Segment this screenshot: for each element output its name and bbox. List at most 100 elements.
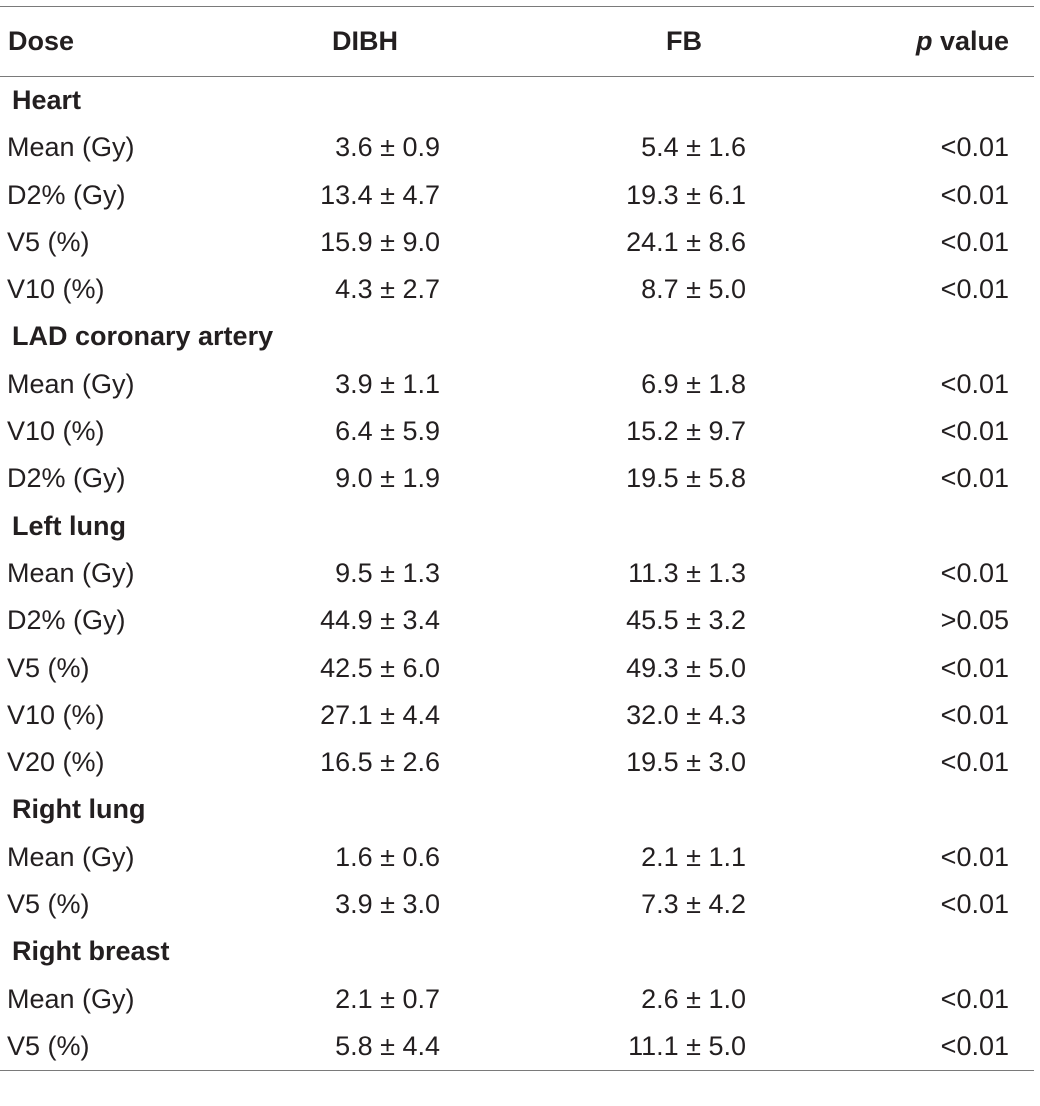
p-value: <0.01 bbox=[940, 132, 1009, 163]
dibh-value: 6.4 ± 5.9 bbox=[335, 416, 440, 447]
p-value: <0.01 bbox=[940, 416, 1009, 447]
row-label: Mean (Gy) bbox=[7, 368, 135, 399]
dibh-value: 5.8 ± 4.4 bbox=[335, 1030, 440, 1061]
group-row: Left lung bbox=[0, 503, 1036, 550]
dibh-value: 3.9 ± 1.1 bbox=[335, 368, 440, 399]
fb-value: 15.2 ± 9.7 bbox=[626, 416, 746, 447]
dibh-value: 3.9 ± 3.0 bbox=[335, 889, 440, 920]
row-label: V10 (%) bbox=[7, 274, 105, 305]
table-row: Mean (Gy) 2.1 ± 0.7 2.6 ± 1.0 <0.01 bbox=[0, 976, 1036, 1023]
table-row: V20 (%) 16.5 ± 2.6 19.5 ± 3.0 <0.01 bbox=[0, 739, 1036, 786]
group-label: Right breast bbox=[12, 936, 170, 967]
p-value: <0.01 bbox=[940, 652, 1009, 683]
dibh-value: 13.4 ± 4.7 bbox=[320, 179, 440, 210]
p-value: <0.01 bbox=[940, 983, 1009, 1014]
p-value: <0.01 bbox=[940, 226, 1009, 257]
group-row: Right breast bbox=[0, 928, 1036, 975]
row-label: V10 (%) bbox=[7, 416, 105, 447]
header-p-italic: p bbox=[915, 26, 933, 56]
table-row: V10 (%) 6.4 ± 5.9 15.2 ± 9.7 <0.01 bbox=[0, 408, 1036, 455]
header-p-rest: value bbox=[932, 26, 1009, 56]
table-row: D2% (Gy) 13.4 ± 4.7 19.3 ± 6.1 <0.01 bbox=[0, 172, 1036, 219]
dibh-value: 1.6 ± 0.6 bbox=[335, 841, 440, 872]
dibh-value: 44.9 ± 3.4 bbox=[320, 605, 440, 636]
p-value: <0.01 bbox=[940, 557, 1009, 588]
row-label: V5 (%) bbox=[7, 1030, 90, 1061]
header-p-value: p value bbox=[916, 7, 1009, 76]
header-dibh: DIBH bbox=[332, 26, 398, 56]
header-dose: Dose bbox=[8, 26, 75, 56]
dibh-value: 9.5 ± 1.3 bbox=[335, 557, 440, 588]
group-label: Left lung bbox=[12, 510, 126, 541]
table-row: D2% (Gy) 9.0 ± 1.9 19.5 ± 5.8 <0.01 bbox=[0, 455, 1036, 502]
p-value: <0.01 bbox=[940, 699, 1009, 730]
row-label: V5 (%) bbox=[7, 226, 90, 257]
p-value: <0.01 bbox=[940, 889, 1009, 920]
fb-value: 7.3 ± 4.2 bbox=[641, 889, 746, 920]
p-value: <0.01 bbox=[940, 1030, 1009, 1061]
fb-value: 2.1 ± 1.1 bbox=[641, 841, 746, 872]
p-value: <0.01 bbox=[940, 368, 1009, 399]
group-row: LAD coronary artery bbox=[0, 313, 1036, 360]
fb-value: 19.3 ± 6.1 bbox=[626, 179, 746, 210]
dibh-value: 15.9 ± 9.0 bbox=[320, 226, 440, 257]
p-value: <0.01 bbox=[940, 274, 1009, 305]
p-value: <0.01 bbox=[940, 179, 1009, 210]
fb-value: 8.7 ± 5.0 bbox=[641, 274, 746, 305]
table-row: D2% (Gy) 44.9 ± 3.4 45.5 ± 3.2 >0.05 bbox=[0, 597, 1036, 644]
group-label: LAD coronary artery bbox=[12, 321, 274, 352]
group-label: Right lung bbox=[12, 794, 146, 825]
table-body: Heart Mean (Gy) 3.6 ± 0.9 5.4 ± 1.6 <0.01 D2%… bbox=[0, 77, 1036, 1070]
row-label: Mean (Gy) bbox=[7, 132, 135, 163]
table-row: V10 (%) 4.3 ± 2.7 8.7 ± 5.0 <0.01 bbox=[0, 266, 1036, 313]
p-value: <0.01 bbox=[940, 747, 1009, 778]
p-value: <0.01 bbox=[940, 841, 1009, 872]
row-label: D2% (Gy) bbox=[7, 179, 126, 210]
bottom-rule bbox=[0, 1070, 1034, 1072]
fb-value: 11.1 ± 5.0 bbox=[628, 1030, 746, 1061]
dibh-value: 9.0 ± 1.9 bbox=[335, 463, 440, 494]
fb-value: 24.1 ± 8.6 bbox=[626, 226, 746, 257]
fb-value: 45.5 ± 3.2 bbox=[626, 605, 746, 636]
fb-value: 5.4 ± 1.6 bbox=[641, 132, 746, 163]
group-label: Heart bbox=[12, 85, 82, 115]
fb-value: 32.0 ± 4.3 bbox=[626, 699, 746, 730]
fb-value: 2.6 ± 1.0 bbox=[641, 983, 746, 1014]
table-row: Mean (Gy) 3.6 ± 0.9 5.4 ± 1.6 <0.01 bbox=[0, 124, 1036, 171]
fb-value: 11.3 ± 1.3 bbox=[628, 557, 746, 588]
group-row: Right lung bbox=[0, 786, 1036, 833]
table-row: V10 (%) 27.1 ± 4.4 32.0 ± 4.3 <0.01 bbox=[0, 692, 1036, 739]
table-row: V5 (%) 42.5 ± 6.0 49.3 ± 5.0 <0.01 bbox=[0, 645, 1036, 692]
fb-value: 19.5 ± 3.0 bbox=[626, 747, 746, 778]
row-label: Mean (Gy) bbox=[7, 983, 135, 1014]
dibh-value: 4.3 ± 2.7 bbox=[335, 274, 440, 305]
table-row: V5 (%) 15.9 ± 9.0 24.1 ± 8.6 <0.01 bbox=[0, 219, 1036, 266]
table-row: Mean (Gy) 3.9 ± 1.1 6.9 ± 1.8 <0.01 bbox=[0, 361, 1036, 408]
p-value: >0.05 bbox=[940, 605, 1009, 636]
top-rule bbox=[0, 6, 1034, 7]
dose-comparison-table: Dose DIBH FB p value Heart Mean (Gy) 3.6 ±… bbox=[0, 6, 1036, 1072]
row-label: Mean (Gy) bbox=[7, 557, 135, 588]
table-row: Mean (Gy) 9.5 ± 1.3 11.3 ± 1.3 <0.01 bbox=[0, 550, 1036, 597]
table-header: Dose DIBH FB p value bbox=[0, 7, 1036, 76]
row-label: V5 (%) bbox=[7, 889, 90, 920]
dibh-value: 27.1 ± 4.4 bbox=[320, 699, 440, 730]
row-label: V20 (%) bbox=[7, 747, 105, 778]
row-label: D2% (Gy) bbox=[7, 463, 126, 494]
row-label: V10 (%) bbox=[7, 699, 105, 730]
dibh-value: 3.6 ± 0.9 bbox=[335, 132, 440, 163]
dibh-value: 42.5 ± 6.0 bbox=[320, 652, 440, 683]
p-value: <0.01 bbox=[940, 463, 1009, 494]
dibh-value: 16.5 ± 2.6 bbox=[320, 747, 440, 778]
row-label: V5 (%) bbox=[7, 652, 90, 683]
fb-value: 19.5 ± 5.8 bbox=[626, 463, 746, 494]
row-label: D2% (Gy) bbox=[7, 605, 126, 636]
table-row: Mean (Gy) 1.6 ± 0.6 2.1 ± 1.1 <0.01 bbox=[0, 834, 1036, 881]
dibh-value: 2.1 ± 0.7 bbox=[335, 983, 440, 1014]
row-label: Mean (Gy) bbox=[7, 841, 135, 872]
header-fb: FB bbox=[666, 26, 702, 56]
fb-value: 49.3 ± 5.0 bbox=[626, 652, 746, 683]
header-rule bbox=[0, 76, 1034, 77]
table-row: V5 (%) 5.8 ± 4.4 11.1 ± 5.0 <0.01 bbox=[0, 1023, 1036, 1070]
table-row: V5 (%) 3.9 ± 3.0 7.3 ± 4.2 <0.01 bbox=[0, 881, 1036, 928]
